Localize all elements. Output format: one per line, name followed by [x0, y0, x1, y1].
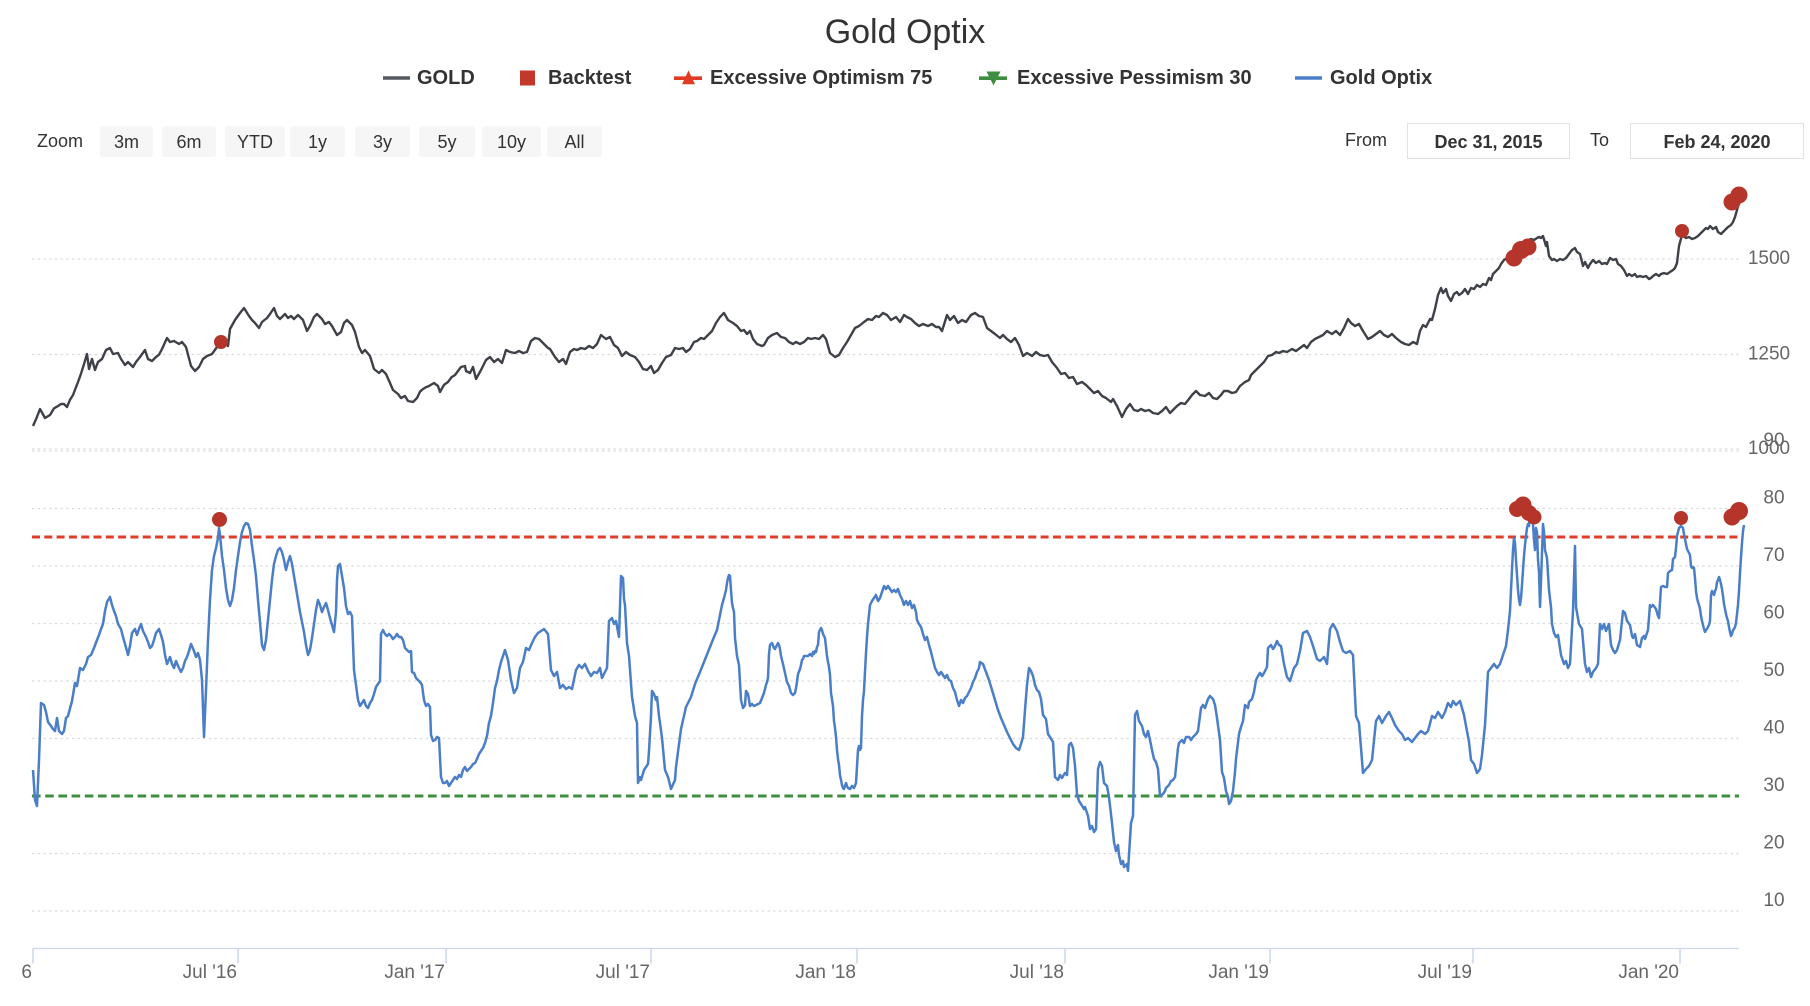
svg-text:Jan '20: Jan '20 — [1618, 962, 1679, 983]
svg-text:Excessive Optimism 75: Excessive Optimism 75 — [710, 67, 932, 89]
svg-text:40: 40 — [1763, 718, 1784, 739]
svg-text:6: 6 — [21, 962, 32, 983]
svg-text:Excessive Pessimism 30: Excessive Pessimism 30 — [1017, 67, 1252, 89]
svg-text:Jul '18: Jul '18 — [1010, 962, 1064, 983]
svg-text:1500: 1500 — [1748, 248, 1790, 269]
svg-text:20: 20 — [1763, 833, 1784, 854]
svg-text:Gold Optix: Gold Optix — [1330, 67, 1432, 89]
svg-text:1250: 1250 — [1748, 344, 1790, 365]
svg-text:1000: 1000 — [1748, 438, 1790, 459]
svg-text:Jan '18: Jan '18 — [795, 962, 856, 983]
svg-text:60: 60 — [1763, 603, 1784, 624]
svg-text:80: 80 — [1763, 488, 1784, 509]
svg-text:10: 10 — [1763, 890, 1784, 911]
svg-text:Backtest: Backtest — [548, 67, 632, 89]
svg-text:Jan '17: Jan '17 — [384, 962, 445, 983]
svg-text:Jul '17: Jul '17 — [596, 962, 650, 983]
svg-text:Gold Optix: Gold Optix — [825, 13, 986, 51]
svg-text:30: 30 — [1763, 775, 1784, 796]
svg-text:Jul '16: Jul '16 — [183, 962, 237, 983]
svg-text:70: 70 — [1763, 545, 1784, 566]
svg-text:Jul '19: Jul '19 — [1418, 962, 1472, 983]
svg-text:90: 90 — [1763, 430, 1784, 451]
svg-text:50: 50 — [1763, 660, 1784, 681]
svg-text:GOLD: GOLD — [417, 67, 475, 89]
svg-text:Jan '19: Jan '19 — [1208, 962, 1269, 983]
